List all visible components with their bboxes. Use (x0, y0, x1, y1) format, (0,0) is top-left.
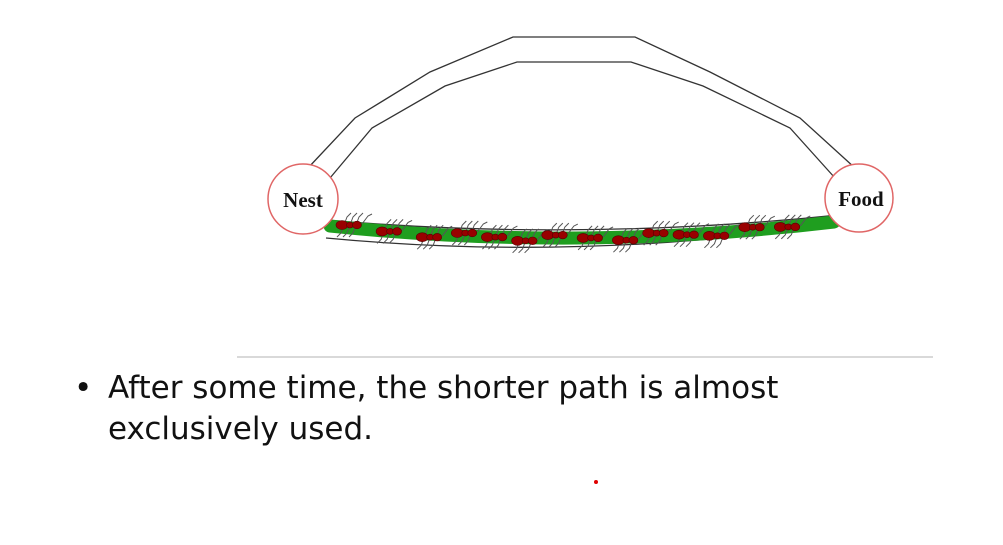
ant (450, 220, 488, 246)
ant (541, 222, 579, 248)
ant (703, 223, 740, 249)
ant-antenna (361, 213, 373, 225)
ant (738, 214, 776, 240)
ant-antenna (506, 225, 518, 237)
pointer-dot (594, 480, 598, 484)
long-path-inner (329, 61, 836, 179)
ant (481, 224, 518, 250)
ant-body-segment (497, 233, 508, 242)
slide-divider (237, 356, 933, 358)
ant-antenna (602, 226, 614, 238)
ant (375, 219, 413, 244)
ant-body-segment (352, 220, 362, 230)
ant (511, 228, 548, 254)
ant-body-segment (467, 228, 478, 238)
bullet-point: • After some time, the shorter path is a… (74, 368, 954, 450)
bullet-symbol: • (74, 370, 93, 406)
ant-antenna (668, 221, 679, 233)
ant-body-segment (527, 236, 538, 245)
ant (642, 220, 679, 246)
ant (576, 225, 614, 251)
ant-body-segment (658, 229, 669, 238)
ant-body-segment (790, 222, 801, 231)
food-node: Food (824, 163, 894, 233)
food-label: Food (838, 187, 884, 211)
ant (773, 214, 811, 240)
ant-antenna (441, 225, 453, 237)
ant-body-segment (593, 233, 603, 242)
ant (672, 222, 710, 248)
ant-body-segment (432, 233, 443, 242)
ant-body-segment (392, 227, 402, 236)
ant-antenna (764, 215, 776, 227)
ant (415, 224, 453, 250)
short-path-top (325, 214, 839, 231)
ant-body-segment (557, 231, 568, 240)
ant-body-segment (689, 230, 699, 239)
ant-antenna (401, 219, 413, 231)
ant-antenna (476, 221, 488, 233)
ant (335, 212, 373, 238)
ant-body-segment (754, 223, 765, 232)
ant-antenna (698, 223, 710, 234)
ants-group (335, 212, 811, 254)
nest-circle (267, 163, 339, 235)
food-circle (824, 163, 894, 233)
ant-body-segment (628, 236, 639, 245)
bullet-text: After some time, the shorter path is alm… (108, 370, 779, 447)
ant-antenna (729, 224, 740, 236)
ant-antenna (799, 215, 811, 227)
nest-node: Nest (267, 163, 339, 235)
ant-antenna (567, 223, 579, 235)
nest-label: Nest (283, 188, 323, 212)
ant-body-segment (719, 231, 730, 240)
long-path-outer (307, 36, 856, 169)
